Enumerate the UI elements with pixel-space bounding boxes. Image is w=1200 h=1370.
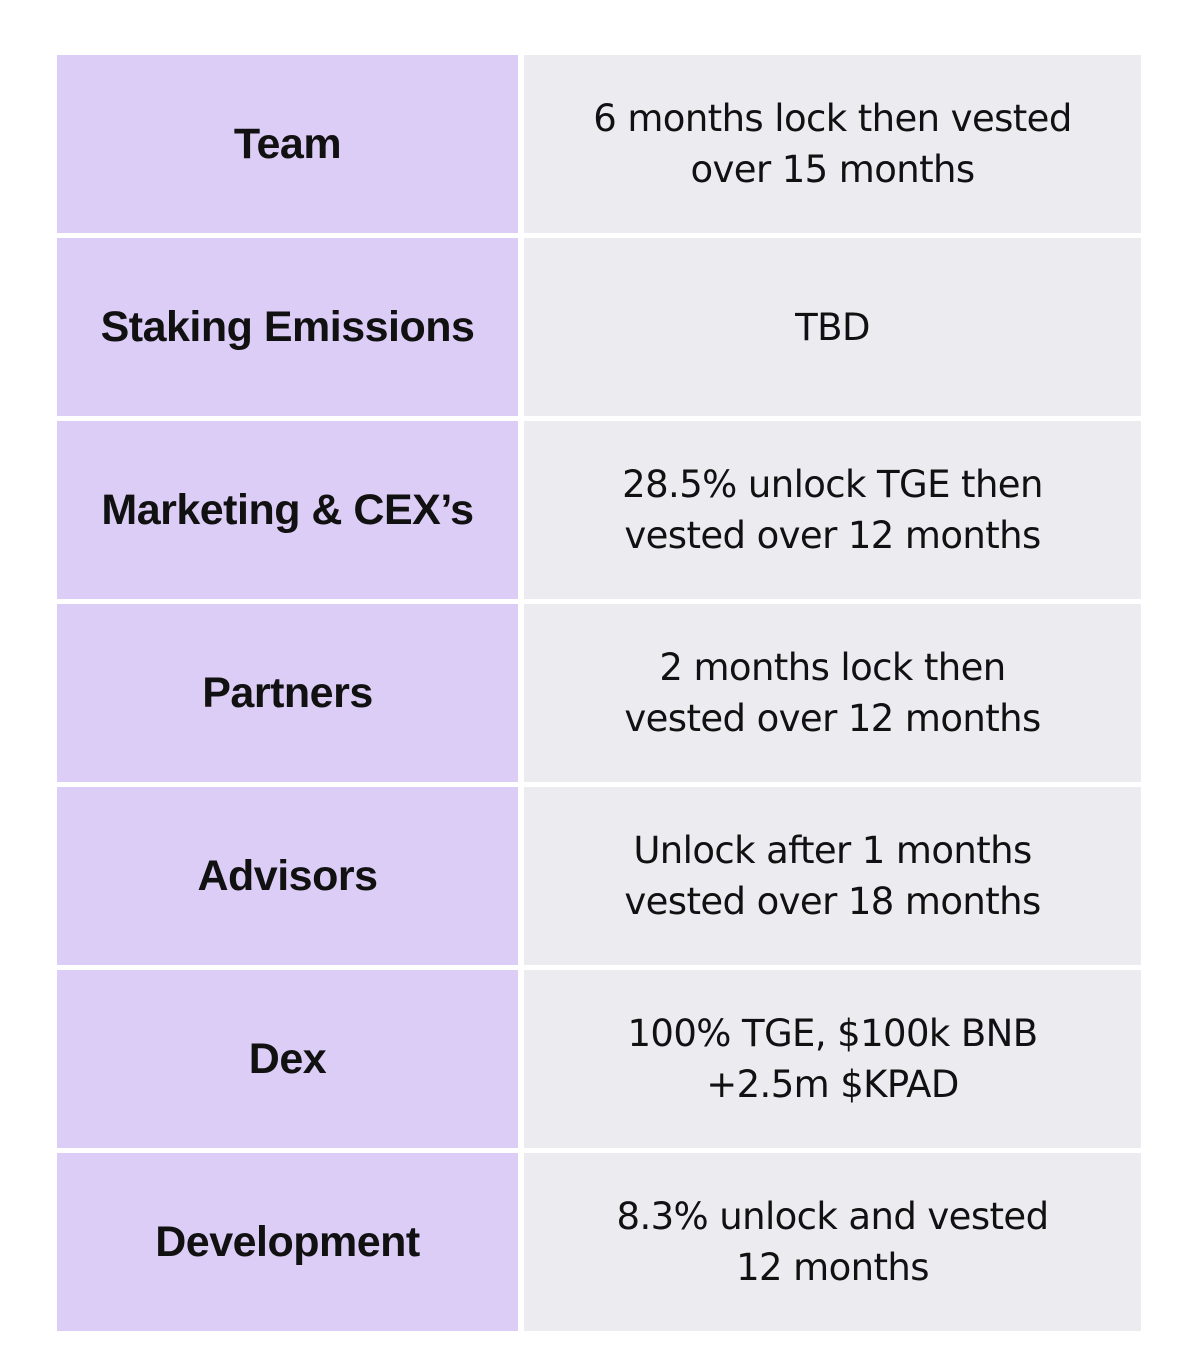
row-label-team: Team bbox=[57, 55, 518, 233]
row-value-marketing-cex: 28.5% unlock TGE then vested over 12 mon… bbox=[524, 421, 1141, 599]
vesting-schedule-table: Team 6 months lock then vested over 15 m… bbox=[57, 55, 1141, 1331]
row-value-advisors: Unlock after 1 months vested over 18 mon… bbox=[524, 787, 1141, 965]
row-value-dex: 100% TGE, $100k BNB +2.5m $KPAD bbox=[524, 970, 1141, 1148]
row-value-team: 6 months lock then vested over 15 months bbox=[524, 55, 1141, 233]
row-value-development: 8.3% unlock and vested 12 months bbox=[524, 1153, 1141, 1331]
row-value-staking-emissions: TBD bbox=[524, 238, 1141, 416]
row-label-dex: Dex bbox=[57, 970, 518, 1148]
row-label-marketing-cex: Marketing & CEX’s bbox=[57, 421, 518, 599]
row-label-partners: Partners bbox=[57, 604, 518, 782]
row-label-advisors: Advisors bbox=[57, 787, 518, 965]
row-label-development: Development bbox=[57, 1153, 518, 1331]
row-value-partners: 2 months lock then vested over 12 months bbox=[524, 604, 1141, 782]
row-label-staking-emissions: Staking Emissions bbox=[57, 238, 518, 416]
